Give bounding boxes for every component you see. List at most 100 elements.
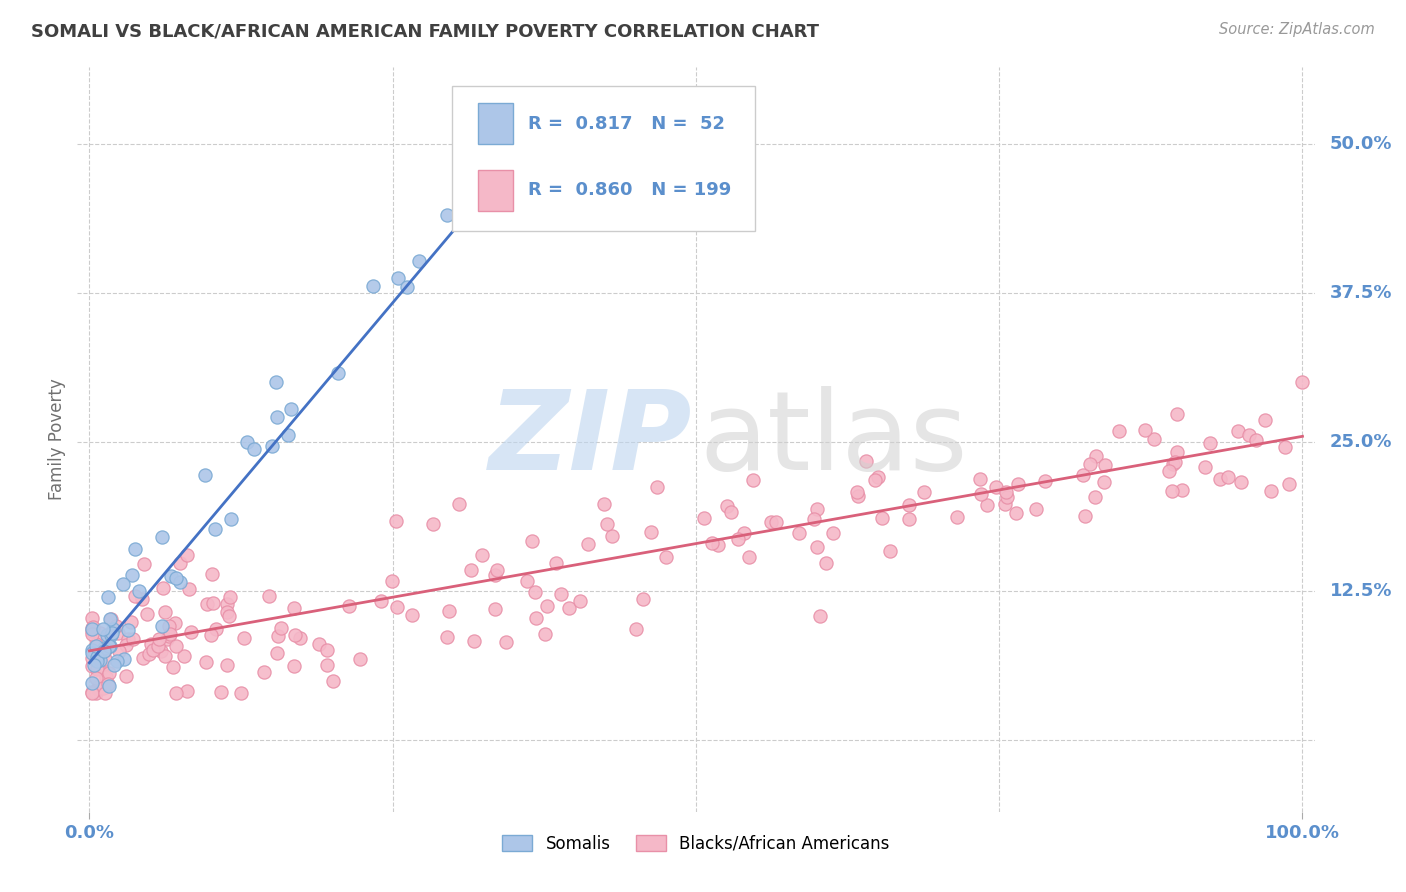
Point bbox=[117, 632, 139, 646]
Point bbox=[1007, 477, 1029, 491]
Point bbox=[976, 498, 998, 512]
Point bbox=[87, 648, 110, 663]
Point bbox=[387, 600, 409, 615]
Point bbox=[720, 505, 742, 519]
Point bbox=[277, 427, 299, 442]
Point bbox=[105, 654, 128, 668]
Point bbox=[879, 544, 901, 558]
Point bbox=[640, 524, 662, 539]
Point bbox=[179, 582, 201, 596]
Point bbox=[87, 661, 110, 675]
Point bbox=[516, 574, 538, 588]
Point bbox=[898, 498, 921, 512]
Point bbox=[337, 599, 360, 614]
Point bbox=[201, 596, 224, 610]
Text: R =  0.817   N =  52: R = 0.817 N = 52 bbox=[527, 115, 724, 133]
Point bbox=[80, 676, 103, 690]
Point bbox=[82, 620, 104, 634]
Point bbox=[80, 622, 103, 636]
Point bbox=[87, 682, 110, 697]
Point bbox=[495, 635, 517, 649]
Point bbox=[87, 680, 110, 694]
Point bbox=[132, 557, 155, 571]
Point bbox=[148, 632, 170, 646]
Point bbox=[150, 644, 173, 658]
Point bbox=[204, 522, 226, 536]
Point bbox=[219, 590, 242, 604]
Point bbox=[80, 685, 103, 699]
Point bbox=[396, 280, 419, 294]
Point bbox=[117, 624, 139, 638]
Point bbox=[1025, 502, 1047, 516]
Point bbox=[645, 480, 668, 494]
Point bbox=[103, 658, 125, 673]
Point bbox=[1084, 490, 1107, 504]
Point bbox=[401, 607, 423, 622]
Point bbox=[1161, 457, 1184, 471]
Point bbox=[150, 619, 173, 633]
Point bbox=[1004, 506, 1026, 520]
Point bbox=[1074, 508, 1097, 523]
Point bbox=[1194, 459, 1216, 474]
Point bbox=[215, 658, 238, 673]
Point bbox=[91, 681, 114, 695]
Point bbox=[236, 434, 259, 449]
Point bbox=[759, 515, 782, 529]
Point bbox=[1166, 445, 1188, 459]
Point bbox=[437, 604, 460, 618]
Point bbox=[863, 473, 886, 487]
Point bbox=[131, 651, 153, 665]
Point bbox=[738, 549, 761, 564]
Point bbox=[280, 402, 302, 417]
Point bbox=[169, 575, 191, 590]
Point bbox=[484, 567, 506, 582]
Point bbox=[524, 611, 547, 625]
Point bbox=[984, 480, 1007, 494]
Point bbox=[100, 628, 122, 642]
Point bbox=[264, 376, 287, 390]
Point bbox=[898, 512, 921, 526]
Text: SOMALI VS BLACK/AFRICAN AMERICAN FAMILY POVERTY CORRELATION CHART: SOMALI VS BLACK/AFRICAN AMERICAN FAMILY … bbox=[31, 22, 818, 40]
Point bbox=[370, 594, 392, 608]
Point bbox=[808, 609, 831, 624]
Point bbox=[385, 514, 408, 528]
Point bbox=[121, 632, 143, 646]
Point bbox=[534, 627, 557, 641]
Point bbox=[176, 548, 198, 562]
Point bbox=[912, 484, 935, 499]
Point bbox=[101, 622, 124, 636]
Text: 12.5%: 12.5% bbox=[1330, 582, 1392, 600]
Point bbox=[845, 484, 868, 499]
Point bbox=[1166, 407, 1188, 421]
Point bbox=[1278, 476, 1301, 491]
Point bbox=[381, 574, 404, 588]
Point bbox=[633, 592, 655, 607]
Point bbox=[995, 490, 1018, 504]
Point bbox=[115, 669, 138, 683]
Point bbox=[80, 610, 103, 624]
Point bbox=[94, 685, 117, 699]
Point bbox=[114, 638, 136, 652]
Point bbox=[94, 643, 117, 657]
Point bbox=[592, 497, 614, 511]
Point bbox=[105, 618, 128, 632]
Point bbox=[707, 539, 730, 553]
Point bbox=[165, 639, 187, 653]
Point bbox=[162, 660, 184, 674]
Point bbox=[84, 652, 107, 666]
Point bbox=[80, 624, 103, 638]
FancyBboxPatch shape bbox=[478, 169, 513, 211]
Point bbox=[550, 587, 572, 601]
Point bbox=[1229, 475, 1251, 489]
Point bbox=[693, 511, 716, 525]
Point bbox=[485, 563, 508, 577]
Point bbox=[91, 622, 114, 636]
Point bbox=[1291, 376, 1313, 390]
Point bbox=[131, 592, 153, 607]
Point bbox=[93, 640, 115, 655]
Legend: Somalis, Blacks/African Americans: Somalis, Blacks/African Americans bbox=[496, 828, 896, 859]
Point bbox=[233, 631, 256, 645]
FancyBboxPatch shape bbox=[453, 86, 755, 231]
Point bbox=[98, 612, 121, 626]
Point bbox=[544, 556, 567, 570]
